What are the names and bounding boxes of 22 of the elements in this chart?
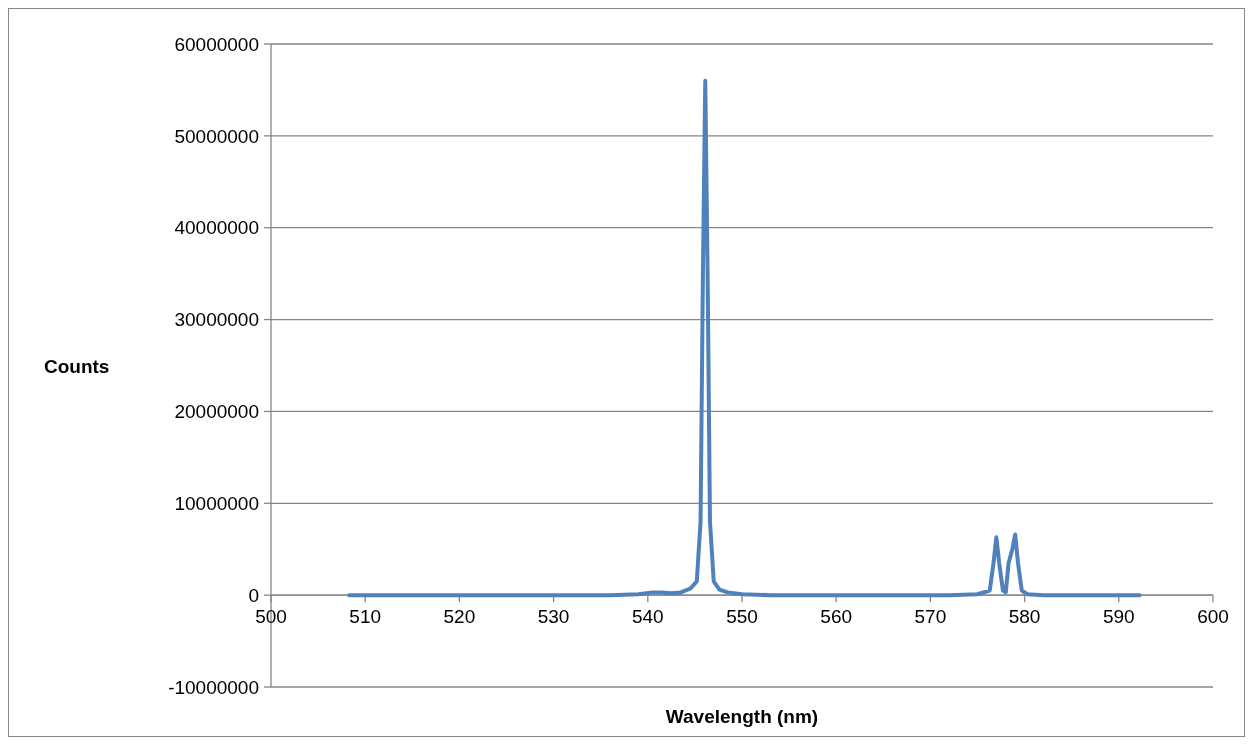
y-tick-label: 50000000 <box>174 125 259 147</box>
x-axis-title: Wavelength (nm) <box>665 706 819 727</box>
x-tick-label: 560 <box>820 606 853 628</box>
y-tick-label: 10000000 <box>174 492 259 514</box>
x-tick-label: 500 <box>255 606 287 628</box>
line-series <box>347 78 1142 598</box>
x-tick-label: 580 <box>1008 606 1041 628</box>
y-tick-label: 30000000 <box>174 309 259 331</box>
y-tick-label: 0 <box>248 584 259 606</box>
y-axis-title: Counts <box>44 355 110 377</box>
x-tick-label: 600 <box>1197 606 1229 628</box>
y-tick-label: 20000000 <box>174 401 259 423</box>
x-tick-label: 530 <box>537 606 570 628</box>
x-tick-label: 510 <box>349 606 382 628</box>
y-tick-label: 40000000 <box>174 217 259 239</box>
x-tick-label: 570 <box>914 606 947 628</box>
x-tick-label: 550 <box>726 606 758 628</box>
y-tick-label: 60000000 <box>174 33 259 55</box>
x-tick-label: 590 <box>1102 606 1135 628</box>
x-tick-label: 520 <box>443 606 476 628</box>
y-tick-label: -10000000 <box>168 676 259 698</box>
x-tick-label: 540 <box>631 606 664 628</box>
